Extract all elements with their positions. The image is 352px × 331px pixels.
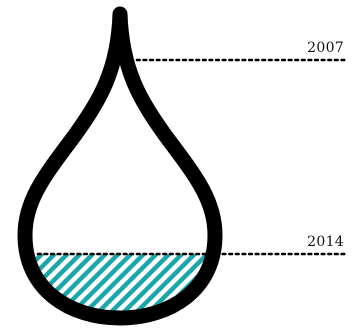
year-label-bottom: 2014 (307, 234, 344, 250)
year-label-top: 2007 (307, 40, 344, 56)
drop-outline (17, 6, 223, 326)
